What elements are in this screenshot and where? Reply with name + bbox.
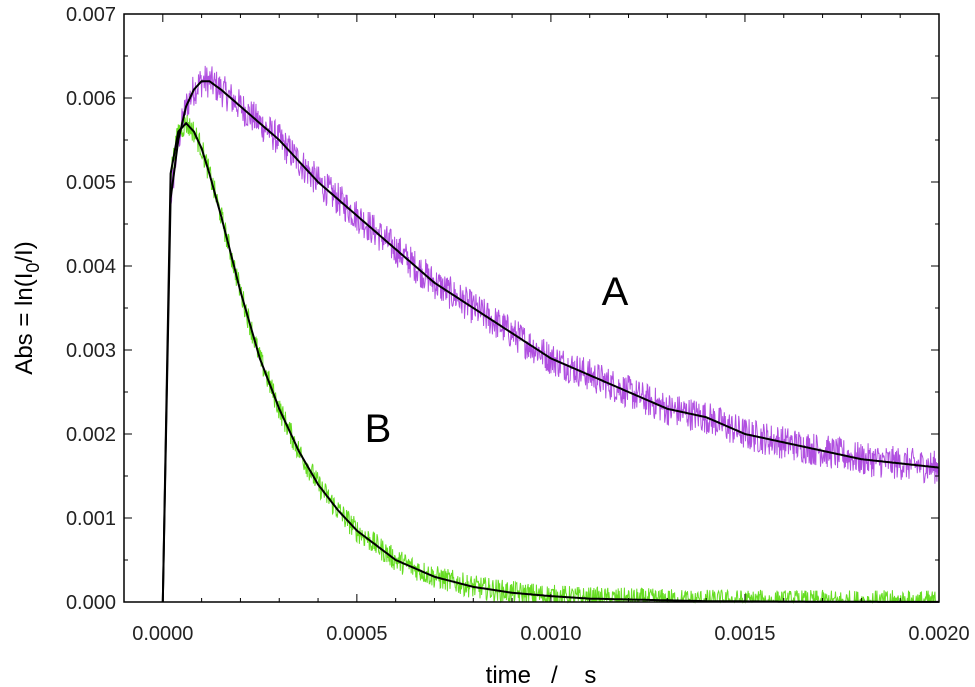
y-tick-label: 0.004: [66, 256, 116, 278]
x-axis-title: time / s: [486, 662, 597, 687]
annotation-a: A: [602, 270, 629, 314]
y-axis-title-sub: 0: [23, 263, 43, 273]
annotation-b: B: [365, 407, 392, 451]
x-tick-label: 0.0020: [908, 623, 969, 645]
y-axis-title: Abs = ln(I0/I): [11, 241, 43, 374]
y-axis-title-suffix: /I): [11, 241, 38, 262]
labels-layer: 0.0000 0.0005 0.0010 0.0015 0.0020 0.000 0.001…: [66, 4, 970, 645]
y-tick-label: 0.001: [66, 508, 116, 530]
ticks-layer: [123, 13, 940, 603]
x-tick-label: 0.0015: [714, 623, 775, 645]
y-tick-label: 0.007: [66, 4, 116, 26]
x-tick-label: 0.0010: [520, 623, 581, 645]
y-tick-label: 0.002: [66, 424, 116, 446]
series-a-fit-curve: [161, 80, 940, 603]
y-tick-label: 0.000: [66, 592, 116, 614]
y-axis-title-prefix: Abs = ln(I: [11, 273, 38, 375]
series-a-data-trace: [162, 65, 940, 603]
y-tick-label: 0.005: [66, 172, 116, 194]
y-tick-label: 0.003: [66, 340, 116, 362]
x-tick-label: 0.0005: [326, 623, 387, 645]
series-layer: [161, 65, 940, 604]
x-tick-label: 0.0000: [132, 623, 193, 645]
y-tick-label: 0.006: [66, 88, 116, 110]
